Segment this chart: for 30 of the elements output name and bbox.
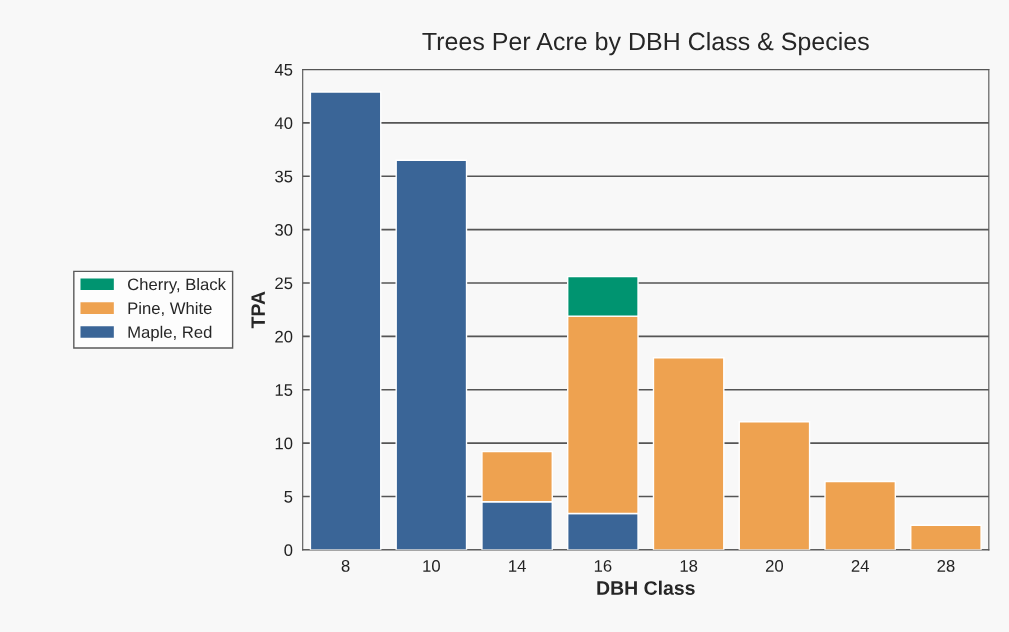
x-tick-label: 10 <box>423 560 440 572</box>
y-tick-label: 25 <box>275 277 293 290</box>
x-axis-title: DBH Class <box>597 580 695 595</box>
bar <box>738 421 811 550</box>
y-tick-label: 45 <box>274 64 293 76</box>
y-tick-label: 20 <box>275 330 293 343</box>
bar <box>824 480 897 550</box>
x-tick-label: 8 <box>341 560 350 572</box>
bar <box>652 357 725 550</box>
y-tick-label: 5 <box>284 491 293 503</box>
x-tick-label: 20 <box>765 560 784 572</box>
y-tick-label: 30 <box>275 224 293 236</box>
y-tick-label: 10 <box>275 437 293 450</box>
y-tick-label: 15 <box>275 384 293 396</box>
x-tick-label: 14 <box>509 560 526 572</box>
legend-label: Pine, White <box>128 301 212 317</box>
y-tick-label: 35 <box>275 170 293 183</box>
x-tick-label: 28 <box>937 560 955 572</box>
y-tick-label: 40 <box>274 117 293 130</box>
legend-label: Maple, Red <box>128 325 212 342</box>
chart-title: Trees Per Acre by DBH Class & Species <box>422 31 869 56</box>
x-tick-label: 24 <box>851 560 869 572</box>
bar <box>395 159 468 550</box>
y-axis-title: TPA <box>251 291 265 329</box>
legend-label: Cherry, Black <box>128 278 226 294</box>
x-tick-label: 16 <box>594 560 612 572</box>
x-tick-label: 18 <box>680 560 698 572</box>
bar <box>910 524 982 550</box>
y-tick-label: 0 <box>284 544 293 557</box>
bar <box>309 91 382 550</box>
